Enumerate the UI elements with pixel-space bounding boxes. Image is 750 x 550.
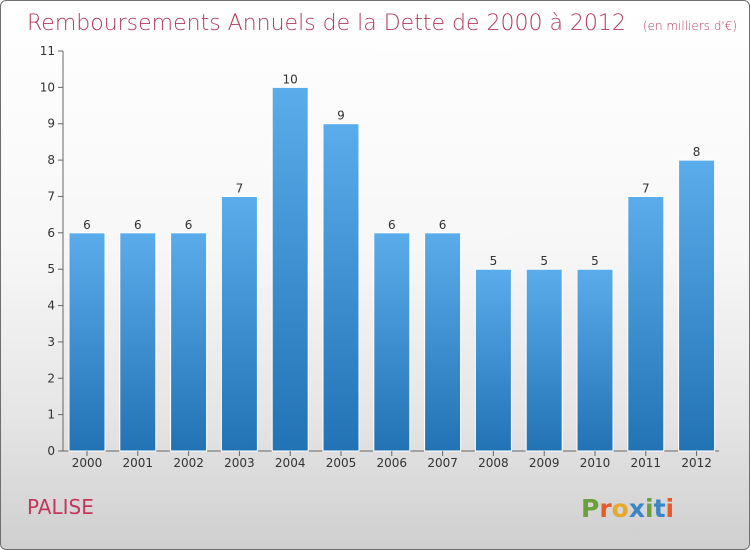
data-label: 5 xyxy=(490,254,498,268)
x-tick-label: 2009 xyxy=(529,456,560,470)
y-tick-label: 4 xyxy=(47,299,55,313)
data-label: 5 xyxy=(540,254,548,268)
x-tick-label: 2003 xyxy=(224,456,255,470)
y-tick-label: 0 xyxy=(47,444,55,458)
y-tick-label: 6 xyxy=(47,226,55,240)
x-tick-label: 2001 xyxy=(123,456,154,470)
logo-letter: x xyxy=(629,494,645,523)
bar-2003 xyxy=(220,196,258,452)
proxiti-logo: Proxiti xyxy=(581,494,674,523)
x-tick-label: 2004 xyxy=(275,456,306,470)
data-label: 6 xyxy=(134,218,142,232)
bar-2001 xyxy=(119,232,157,452)
chart-title-unit: (en milliers d'€) xyxy=(643,19,737,33)
logo-letter: P xyxy=(581,494,599,523)
y-tick-label: 8 xyxy=(47,153,55,167)
data-label: 10 xyxy=(283,72,298,86)
plot-area: 0 1 2 3 4 5 6 7 8 9 10 11 6 2000 6 2001 6 2002 7 2003 10 2004… xyxy=(40,44,719,470)
bar-2009 xyxy=(525,268,563,452)
y-tick-label: 11 xyxy=(40,44,55,58)
logo-letter: o xyxy=(612,494,629,523)
bar-2011 xyxy=(627,196,665,452)
x-tick-label: 2000 xyxy=(72,456,103,470)
chart-title: Remboursements Annuels de la Dette de 20… xyxy=(27,11,737,36)
y-tick-label: 5 xyxy=(47,262,55,276)
x-tick-label: 2011 xyxy=(631,456,662,470)
data-label: 6 xyxy=(439,218,447,232)
bar-2002 xyxy=(170,232,208,452)
y-tick-label: 10 xyxy=(40,80,55,94)
x-tick-label: 2005 xyxy=(326,456,357,470)
data-label: 6 xyxy=(185,218,193,232)
x-tick-label: 2007 xyxy=(427,456,458,470)
x-tick-label: 2008 xyxy=(478,456,509,470)
bar-2010 xyxy=(576,268,614,452)
data-label: 7 xyxy=(642,182,650,196)
data-label: 9 xyxy=(337,109,345,123)
y-tick-label: 9 xyxy=(47,117,55,131)
bar-2007 xyxy=(424,232,462,452)
y-tick-label: 2 xyxy=(47,371,55,385)
x-tick-label: 2002 xyxy=(173,456,204,470)
bar-2012 xyxy=(678,159,716,452)
logo-letter: t xyxy=(654,494,666,523)
logo-letter: r xyxy=(599,494,612,523)
bar-2005 xyxy=(322,123,360,452)
data-label: 7 xyxy=(236,182,244,196)
data-label: 6 xyxy=(388,218,396,232)
x-tick-label: 2010 xyxy=(580,456,611,470)
commune-name: PALISE xyxy=(27,495,94,519)
bar-2006 xyxy=(373,232,411,452)
x-tick-label: 2012 xyxy=(681,456,712,470)
y-tick-label: 7 xyxy=(47,189,55,203)
data-label: 6 xyxy=(83,218,91,232)
data-label: 5 xyxy=(591,254,599,268)
x-tick-label: 2006 xyxy=(377,456,408,470)
y-tick-label: 1 xyxy=(47,408,55,422)
chart-title-main: Remboursements Annuels de la Dette de 20… xyxy=(27,11,626,36)
bar-2004 xyxy=(271,86,309,452)
logo-letter: i xyxy=(645,494,654,523)
logo-letter: i xyxy=(666,494,675,523)
bar-2000 xyxy=(68,232,106,452)
y-tick-label: 3 xyxy=(47,335,55,349)
bar-2008 xyxy=(474,268,512,452)
data-label: 8 xyxy=(693,145,701,159)
